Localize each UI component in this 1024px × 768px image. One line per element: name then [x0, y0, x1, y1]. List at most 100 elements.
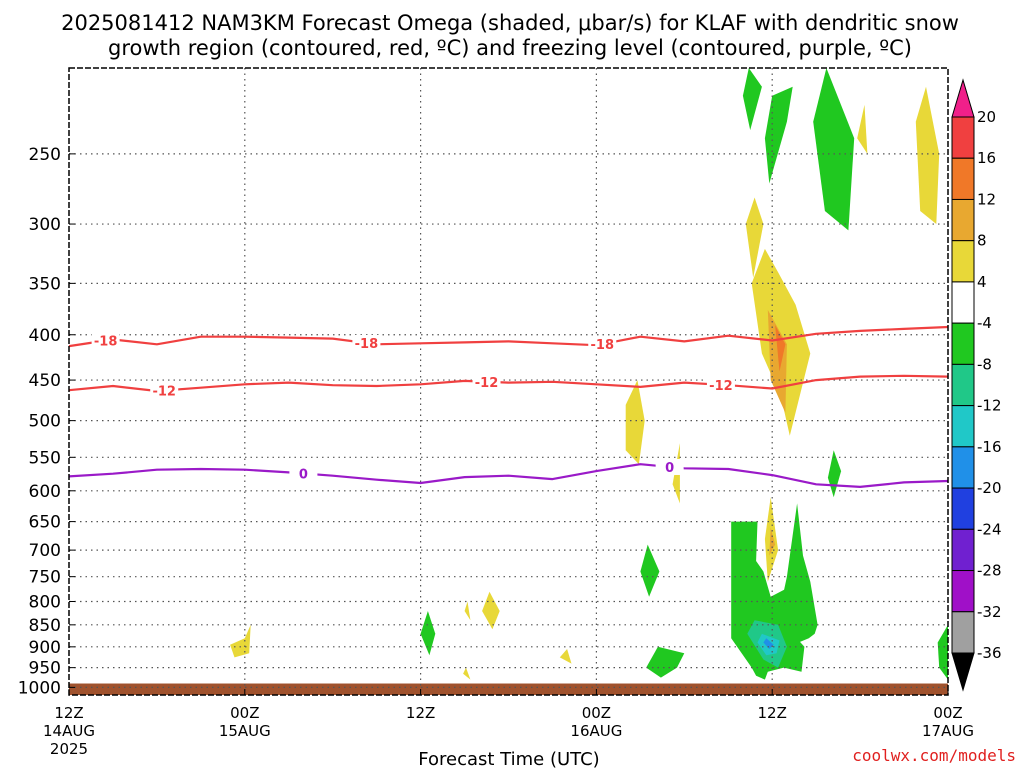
- chart-title-line2: growth region (contoured, red, ºC) and f…: [108, 36, 912, 60]
- contour-label-bg: [352, 334, 381, 351]
- y-tick-label: 700: [29, 541, 61, 561]
- contours: -18 -18 -18 -12 -12 -12 0 0: [68, 325, 949, 488]
- contour-label: 0: [665, 461, 674, 476]
- y-tick-label: 500: [29, 412, 61, 432]
- y-tick-label: 900: [29, 638, 61, 658]
- colorbar-label: 16: [977, 149, 996, 167]
- colorbar-box: [951, 198, 975, 242]
- y-tick-label: 300: [29, 215, 61, 235]
- contour-label: -18: [591, 338, 615, 353]
- colorbar-box: [951, 446, 975, 489]
- x-tick-date: 16AUG: [570, 722, 622, 740]
- omega-cell: [230, 624, 251, 658]
- y-tick-label: 550: [29, 448, 61, 468]
- omega-cell: [559, 649, 572, 664]
- colorbar-label: -32: [977, 603, 1002, 621]
- omega-cell: [482, 591, 500, 630]
- omega-cell: [463, 667, 471, 680]
- omega-cell: [915, 86, 940, 224]
- x-tick-label: 00Z: [230, 704, 259, 722]
- contour-line: [68, 374, 949, 393]
- x-tick-label: 00Z: [582, 704, 611, 722]
- contour-label-bg: [472, 373, 501, 390]
- x-tick-year: 2025: [50, 740, 88, 758]
- x-tick-date: 15AUG: [219, 722, 271, 740]
- colorbar-box: [951, 281, 975, 324]
- y-tick-label: 800: [29, 593, 61, 613]
- colorbar-label: -28: [977, 562, 1002, 580]
- colorbar-label: -16: [977, 438, 1002, 456]
- omega-cell: [775, 325, 786, 372]
- x-tick-date: 14AUG: [43, 722, 95, 740]
- contour-label: -18: [355, 337, 379, 352]
- contour-label-bg: [91, 332, 120, 349]
- y-tick-label: 250: [29, 145, 61, 165]
- omega-cell: [937, 624, 948, 680]
- colorbar-label: -24: [977, 520, 1002, 538]
- colorbar-label: 8: [977, 232, 987, 250]
- ground-fill: [69, 683, 948, 695]
- colorbar-box: [951, 611, 975, 654]
- y-tick-label: 400: [29, 326, 61, 346]
- omega-cell: [640, 544, 660, 597]
- y-tick-label: 350: [29, 274, 61, 294]
- contour-label-bg: [588, 336, 617, 353]
- omega-cell: [857, 104, 868, 154]
- colorbar-box: [951, 240, 975, 283]
- colorbar: 20 16 12 8 4 -4 -8 -12 -16 -20 -24 -28 -32 -36: [951, 78, 1002, 692]
- colorbar-label: 4: [977, 273, 987, 291]
- colorbar-box: [951, 487, 975, 530]
- y-tick-label: 450: [29, 371, 61, 391]
- omega-cell: [745, 197, 764, 278]
- colorbar-top-triangle: [951, 78, 975, 118]
- x-tick-label: 00Z: [933, 704, 962, 722]
- contour-label: -12: [475, 376, 499, 391]
- contour-line: [68, 463, 949, 488]
- omega-cell: [742, 68, 762, 131]
- omega-cell: [776, 503, 818, 647]
- omega-cell: [420, 611, 436, 656]
- contour-label-bg: [655, 458, 684, 475]
- colorbar-label: -4: [977, 314, 992, 332]
- x-tick-date: 17AUG: [922, 722, 974, 740]
- chart-title-line1: 2025081412 NAM3KM Forecast Omega (shaded…: [61, 11, 959, 35]
- omega-cell: [763, 638, 774, 649]
- colorbar-label: -36: [977, 644, 1002, 662]
- x-tick-label: 12Z: [54, 704, 83, 722]
- colorbar-box: [951, 157, 975, 200]
- x-axis-title: Forecast Time (UTC): [418, 749, 599, 768]
- contour-label: 0: [299, 468, 308, 483]
- y-tick-label: 1000: [18, 678, 61, 698]
- colorbar-label: 20: [977, 108, 996, 126]
- contour-label-bg: [289, 465, 318, 482]
- contour-label-bg: [150, 382, 179, 399]
- y-tick-label: 650: [29, 513, 61, 533]
- colorbar-label: -12: [977, 397, 1002, 415]
- colorbar-box: [951, 322, 975, 365]
- contour-label: -12: [152, 384, 176, 399]
- omega-cell: [464, 601, 471, 621]
- y-tick-label: 850: [29, 616, 61, 636]
- axes: 2503003504004505005506006507007508008509…: [18, 67, 974, 758]
- omega-cell: [764, 86, 793, 184]
- colorbar-box: [951, 570, 975, 613]
- grid: [69, 68, 948, 695]
- contour-label: -12: [709, 379, 733, 394]
- omega-cell: [625, 380, 645, 465]
- omega-cell: [813, 68, 855, 231]
- x-tick-label: 12Z: [758, 704, 787, 722]
- colorbar-label: -20: [977, 479, 1002, 497]
- credit-text[interactable]: coolwx.com/models: [852, 746, 1016, 765]
- colorbar-box: [951, 405, 975, 448]
- y-tick-label: 600: [29, 482, 61, 502]
- y-tick-label: 950: [29, 659, 61, 679]
- omega-cell: [646, 646, 685, 678]
- x-tick-label: 12Z: [406, 704, 435, 722]
- contour-label-bg: [706, 376, 735, 393]
- colorbar-box: [951, 528, 975, 572]
- colorbar-bottom-triangle: [951, 652, 975, 692]
- contour-line: [68, 325, 949, 348]
- colorbar-label: -8: [977, 355, 992, 373]
- colorbar-box: [951, 363, 975, 407]
